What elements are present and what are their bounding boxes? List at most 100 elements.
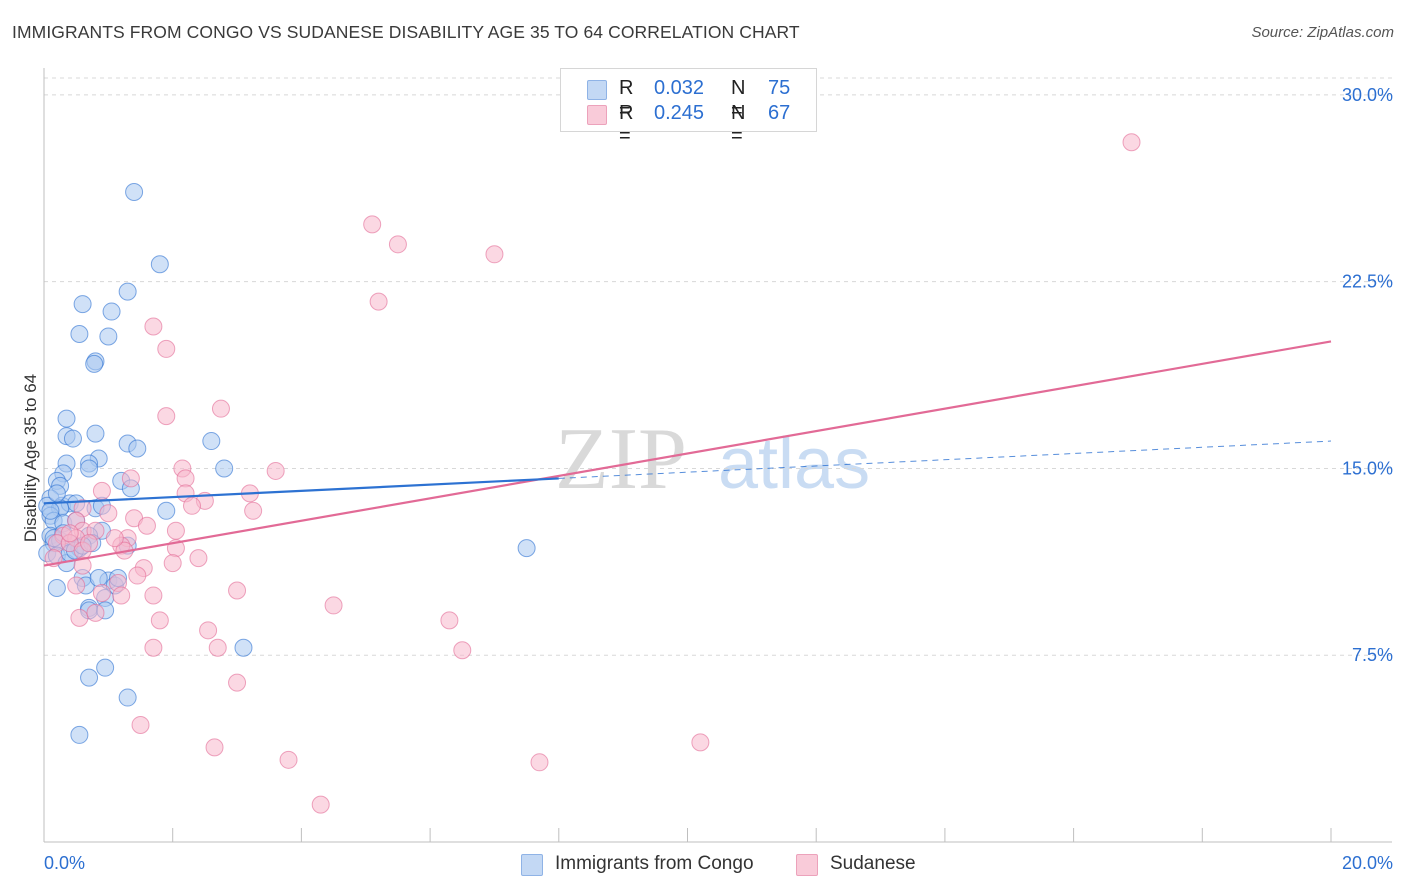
congo-point (99, 327, 118, 346)
legend-swatch-sudanese (587, 105, 607, 125)
congo-trend-line (43, 477, 559, 505)
sudanese-point (208, 638, 227, 657)
sudanese-point (324, 596, 343, 615)
tick-labels: 7.5% 15.0% 22.5% 30.0% 0.0% 20.0% (44, 85, 1393, 873)
legend-swatch-congo (587, 80, 607, 100)
sudanese-point (279, 750, 298, 769)
sudanese-point (157, 407, 176, 426)
watermark-zip: ZIP (555, 411, 687, 508)
sudanese-point (157, 339, 176, 358)
sudanese-trend-line (43, 340, 1332, 567)
sudanese-point (211, 399, 230, 418)
sudanese-point (144, 317, 163, 336)
congo-point (47, 484, 66, 503)
sudanese-point (105, 529, 124, 548)
sudanese-point (144, 586, 163, 605)
congo-point (57, 409, 76, 428)
congo-point (73, 295, 92, 314)
congo-point (517, 539, 536, 558)
legend-n-value: 67 (768, 102, 791, 124)
sudanese-point (86, 603, 105, 622)
bottom-legend-swatch-sudanese (796, 854, 818, 876)
y-axis-label: Disability Age 35 to 64 (21, 373, 40, 543)
sudanese-point (67, 576, 86, 595)
sudanese-point (205, 738, 224, 757)
sudanese-point (99, 504, 118, 523)
congo-point (63, 429, 82, 448)
axes (43, 68, 1392, 843)
congo-point (150, 255, 169, 274)
sudanese-point (1122, 133, 1141, 152)
legend-r-value: 0.245 (654, 102, 705, 124)
sudanese-point (691, 733, 710, 752)
y-tick-label: 22.5% (1342, 272, 1393, 292)
sudanese-point (73, 556, 92, 575)
bottom-legend-swatch-congo (521, 854, 543, 876)
legend-n-label: N = (731, 77, 746, 122)
congo-point (89, 569, 108, 588)
sudanese-point (166, 521, 185, 540)
sudanese-point (530, 753, 549, 772)
legend-r-label: R = (619, 77, 634, 122)
correlation-legend: R = 0.032 N = 75 R = 0.245 N = 67 (560, 68, 817, 147)
sudanese-point (112, 586, 131, 605)
sudanese-point (369, 292, 388, 311)
sudanese-point (137, 516, 156, 535)
sudanese-point (244, 501, 263, 520)
sudanese-point (266, 461, 285, 480)
bottom-legend-label-congo: Immigrants from Congo (555, 853, 754, 874)
sudanese-point (183, 496, 202, 515)
legend-r-label: R = (619, 102, 634, 147)
sudanese-point (80, 534, 99, 553)
sudanese-point (199, 621, 218, 640)
congo-trend-extension (558, 440, 1332, 479)
sudanese-point (189, 549, 208, 568)
congo-point (80, 459, 99, 478)
sudanese-point (121, 469, 140, 488)
series-congo-points (38, 183, 536, 744)
sudanese-point (311, 795, 330, 814)
sudanese-point (128, 566, 147, 585)
congo-point (118, 688, 137, 707)
congo-point (128, 439, 147, 458)
trend-lines (43, 340, 1332, 567)
sudanese-point (440, 611, 459, 630)
congo-point (157, 501, 176, 520)
x-tick-label: 20.0% (1342, 853, 1393, 873)
watermark-atlas: atlas (718, 424, 870, 504)
chart-title: IMMIGRANTS FROM CONGO VS SUDANESE DISABI… (12, 22, 800, 42)
congo-point (47, 578, 66, 597)
congo-point (80, 668, 99, 687)
legend-n-value: 75 (768, 77, 791, 99)
sudanese-point (144, 638, 163, 657)
y-tick-label: 30.0% (1342, 85, 1393, 105)
sudanese-point (363, 215, 382, 234)
legend-r-value: 0.032 (654, 77, 705, 99)
sudanese-point (163, 554, 182, 573)
watermark: ZIP atlas (555, 411, 870, 508)
sudanese-point (388, 235, 407, 254)
sudanese-point (70, 608, 89, 627)
sudanese-point (150, 611, 169, 630)
sudanese-point (60, 524, 79, 543)
congo-point (202, 432, 221, 451)
y-tick-label: 7.5% (1352, 645, 1393, 665)
congo-point (41, 501, 60, 520)
congo-point (70, 725, 89, 744)
sudanese-point (485, 245, 504, 264)
congo-point (86, 424, 105, 443)
congo-point (118, 282, 137, 301)
sudanese-point (92, 583, 111, 602)
x-tick-label: 0.0% (44, 853, 85, 873)
sudanese-point (453, 641, 472, 660)
congo-point (96, 658, 115, 677)
sudanese-point (131, 715, 150, 734)
congo-point (102, 302, 121, 321)
congo-point (85, 354, 104, 373)
legend-n-label: N = (731, 102, 746, 147)
sudanese-point (92, 481, 111, 500)
congo-point (215, 459, 234, 478)
congo-point (70, 324, 89, 343)
source-label: Source: ZipAtlas.com (1251, 24, 1394, 41)
